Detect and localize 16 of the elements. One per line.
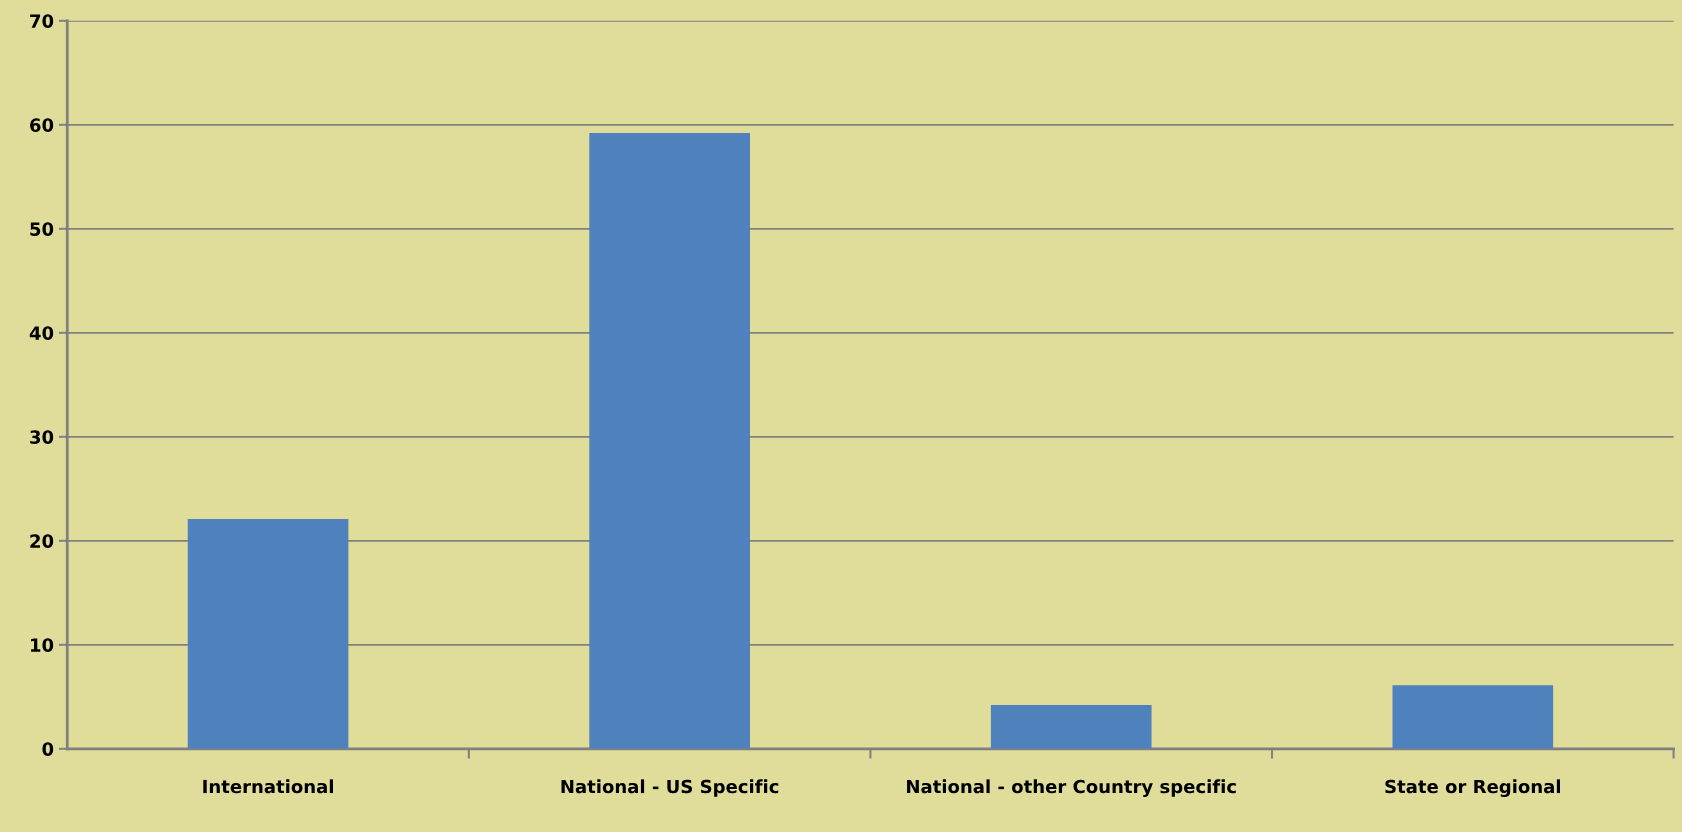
y-tick-label: 0 (42, 742, 54, 756)
bar (990, 705, 1152, 749)
y-tick-label: 60 (30, 118, 54, 132)
y-tick-label: 70 (30, 14, 54, 28)
bar (589, 133, 750, 749)
y-tick-label: 50 (30, 222, 54, 236)
y-tick-label: 10 (31, 638, 54, 652)
x-tick-label: State or Regional (1385, 779, 1561, 797)
x-tick-label: National - US Specific (561, 779, 779, 797)
bar (187, 518, 349, 749)
x-tick-label: International (203, 779, 333, 794)
x-tick-label: National - other Country specific (907, 779, 1236, 797)
bar (1392, 685, 1554, 749)
y-tick-label: 40 (29, 326, 54, 340)
y-tick-label: 20 (30, 534, 54, 548)
y-tick-label: 30 (30, 430, 54, 444)
